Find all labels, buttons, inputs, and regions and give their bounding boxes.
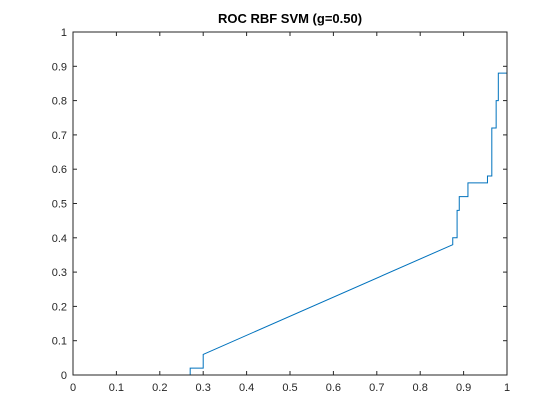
y-tick-label: 0.1 — [52, 336, 67, 348]
x-tick-label: 0.6 — [326, 382, 341, 394]
series-layer — [73, 32, 508, 376]
axes-box — [72, 31, 508, 376]
y-tick-label: 0.7 — [52, 130, 67, 142]
y-tick-label: 0.4 — [52, 233, 67, 245]
x-tick-label: 0.3 — [196, 382, 211, 394]
y-tick-label: 0.6 — [52, 164, 67, 176]
x-tick-label: 0.1 — [109, 382, 124, 394]
y-tick-label: 0.2 — [52, 301, 67, 313]
chart-title: ROC RBF SVM (g=0.50) — [218, 11, 362, 26]
x-tick-label: 0.7 — [369, 382, 384, 394]
x-tick-label: 0.2 — [152, 382, 167, 394]
x-tick-label: 0.5 — [282, 382, 297, 394]
y-tick-label: 0.8 — [52, 96, 67, 108]
roc-curve-line — [73, 32, 508, 376]
x-tick-label: 0 — [70, 382, 76, 394]
x-tick-label: 0.4 — [239, 382, 254, 394]
x-axis: 0 0.1 0.2 0.3 0.4 0.5 0.6 0.7 0.8 0.9 1 — [70, 32, 510, 394]
x-tick-label: 0.8 — [413, 382, 428, 394]
x-tick-label: 1 — [504, 382, 510, 394]
y-tick-label: 0.5 — [52, 199, 67, 211]
y-tick-label: 0.3 — [52, 267, 67, 279]
y-tick-label: 0 — [61, 370, 67, 382]
x-tick-label: 0.9 — [456, 382, 471, 394]
y-tick-label: 1 — [61, 27, 67, 39]
y-tick-label: 0.9 — [52, 61, 67, 73]
